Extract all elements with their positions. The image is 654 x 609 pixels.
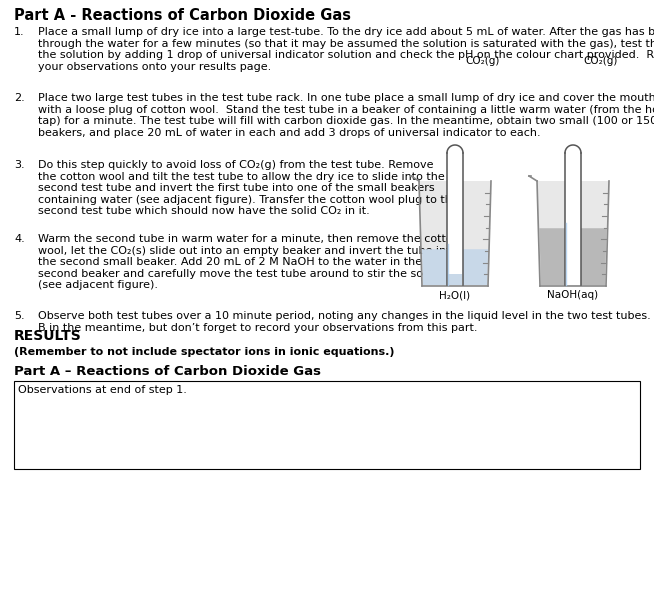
Text: Part A - Reactions of Carbon Dioxide Gas: Part A - Reactions of Carbon Dioxide Gas xyxy=(14,8,351,23)
Text: Place a small lump of dry ice into a large test-tube. To the dry ice add about 5: Place a small lump of dry ice into a lar… xyxy=(38,27,654,72)
Text: Observe both test tubes over a 10 minute period, noting any changes in the liqui: Observe both test tubes over a 10 minute… xyxy=(38,311,654,333)
Text: Observations at end of step 1.: Observations at end of step 1. xyxy=(18,385,187,395)
Bar xyxy=(448,274,462,285)
Text: 5.: 5. xyxy=(14,311,25,321)
Text: 3.: 3. xyxy=(14,160,25,170)
Bar xyxy=(447,145,463,285)
Polygon shape xyxy=(419,181,491,286)
Polygon shape xyxy=(537,181,609,286)
Polygon shape xyxy=(422,249,488,285)
Text: H₂O(l): H₂O(l) xyxy=(439,290,471,300)
Text: Do this step quickly to avoid loss of CO₂(g) from the test tube. Remove
the cott: Do this step quickly to avoid loss of CO… xyxy=(38,160,458,216)
Text: Warm the second tube in warm water for a minute, then remove the cotton
wool, le: Warm the second tube in warm water for a… xyxy=(38,234,460,290)
Text: 4.: 4. xyxy=(14,234,25,244)
Text: 2.: 2. xyxy=(14,93,25,103)
Text: CO₂(g): CO₂(g) xyxy=(465,56,500,66)
Bar xyxy=(14,381,640,469)
Text: 1.: 1. xyxy=(14,27,25,37)
Text: Place two large test tubes in the test tube rack. In one tube place a small lump: Place two large test tubes in the test t… xyxy=(38,93,654,138)
Polygon shape xyxy=(540,228,607,285)
Text: NaOH(aq): NaOH(aq) xyxy=(547,290,598,300)
Text: Part A – Reactions of Carbon Dioxide Gas: Part A – Reactions of Carbon Dioxide Gas xyxy=(14,365,321,378)
Bar xyxy=(565,145,581,285)
Text: CO₂(g): CO₂(g) xyxy=(583,56,617,66)
Text: RESULTS: RESULTS xyxy=(14,329,82,343)
Text: (Remember to not include spectator ions in ionic equations.): (Remember to not include spectator ions … xyxy=(14,347,394,357)
